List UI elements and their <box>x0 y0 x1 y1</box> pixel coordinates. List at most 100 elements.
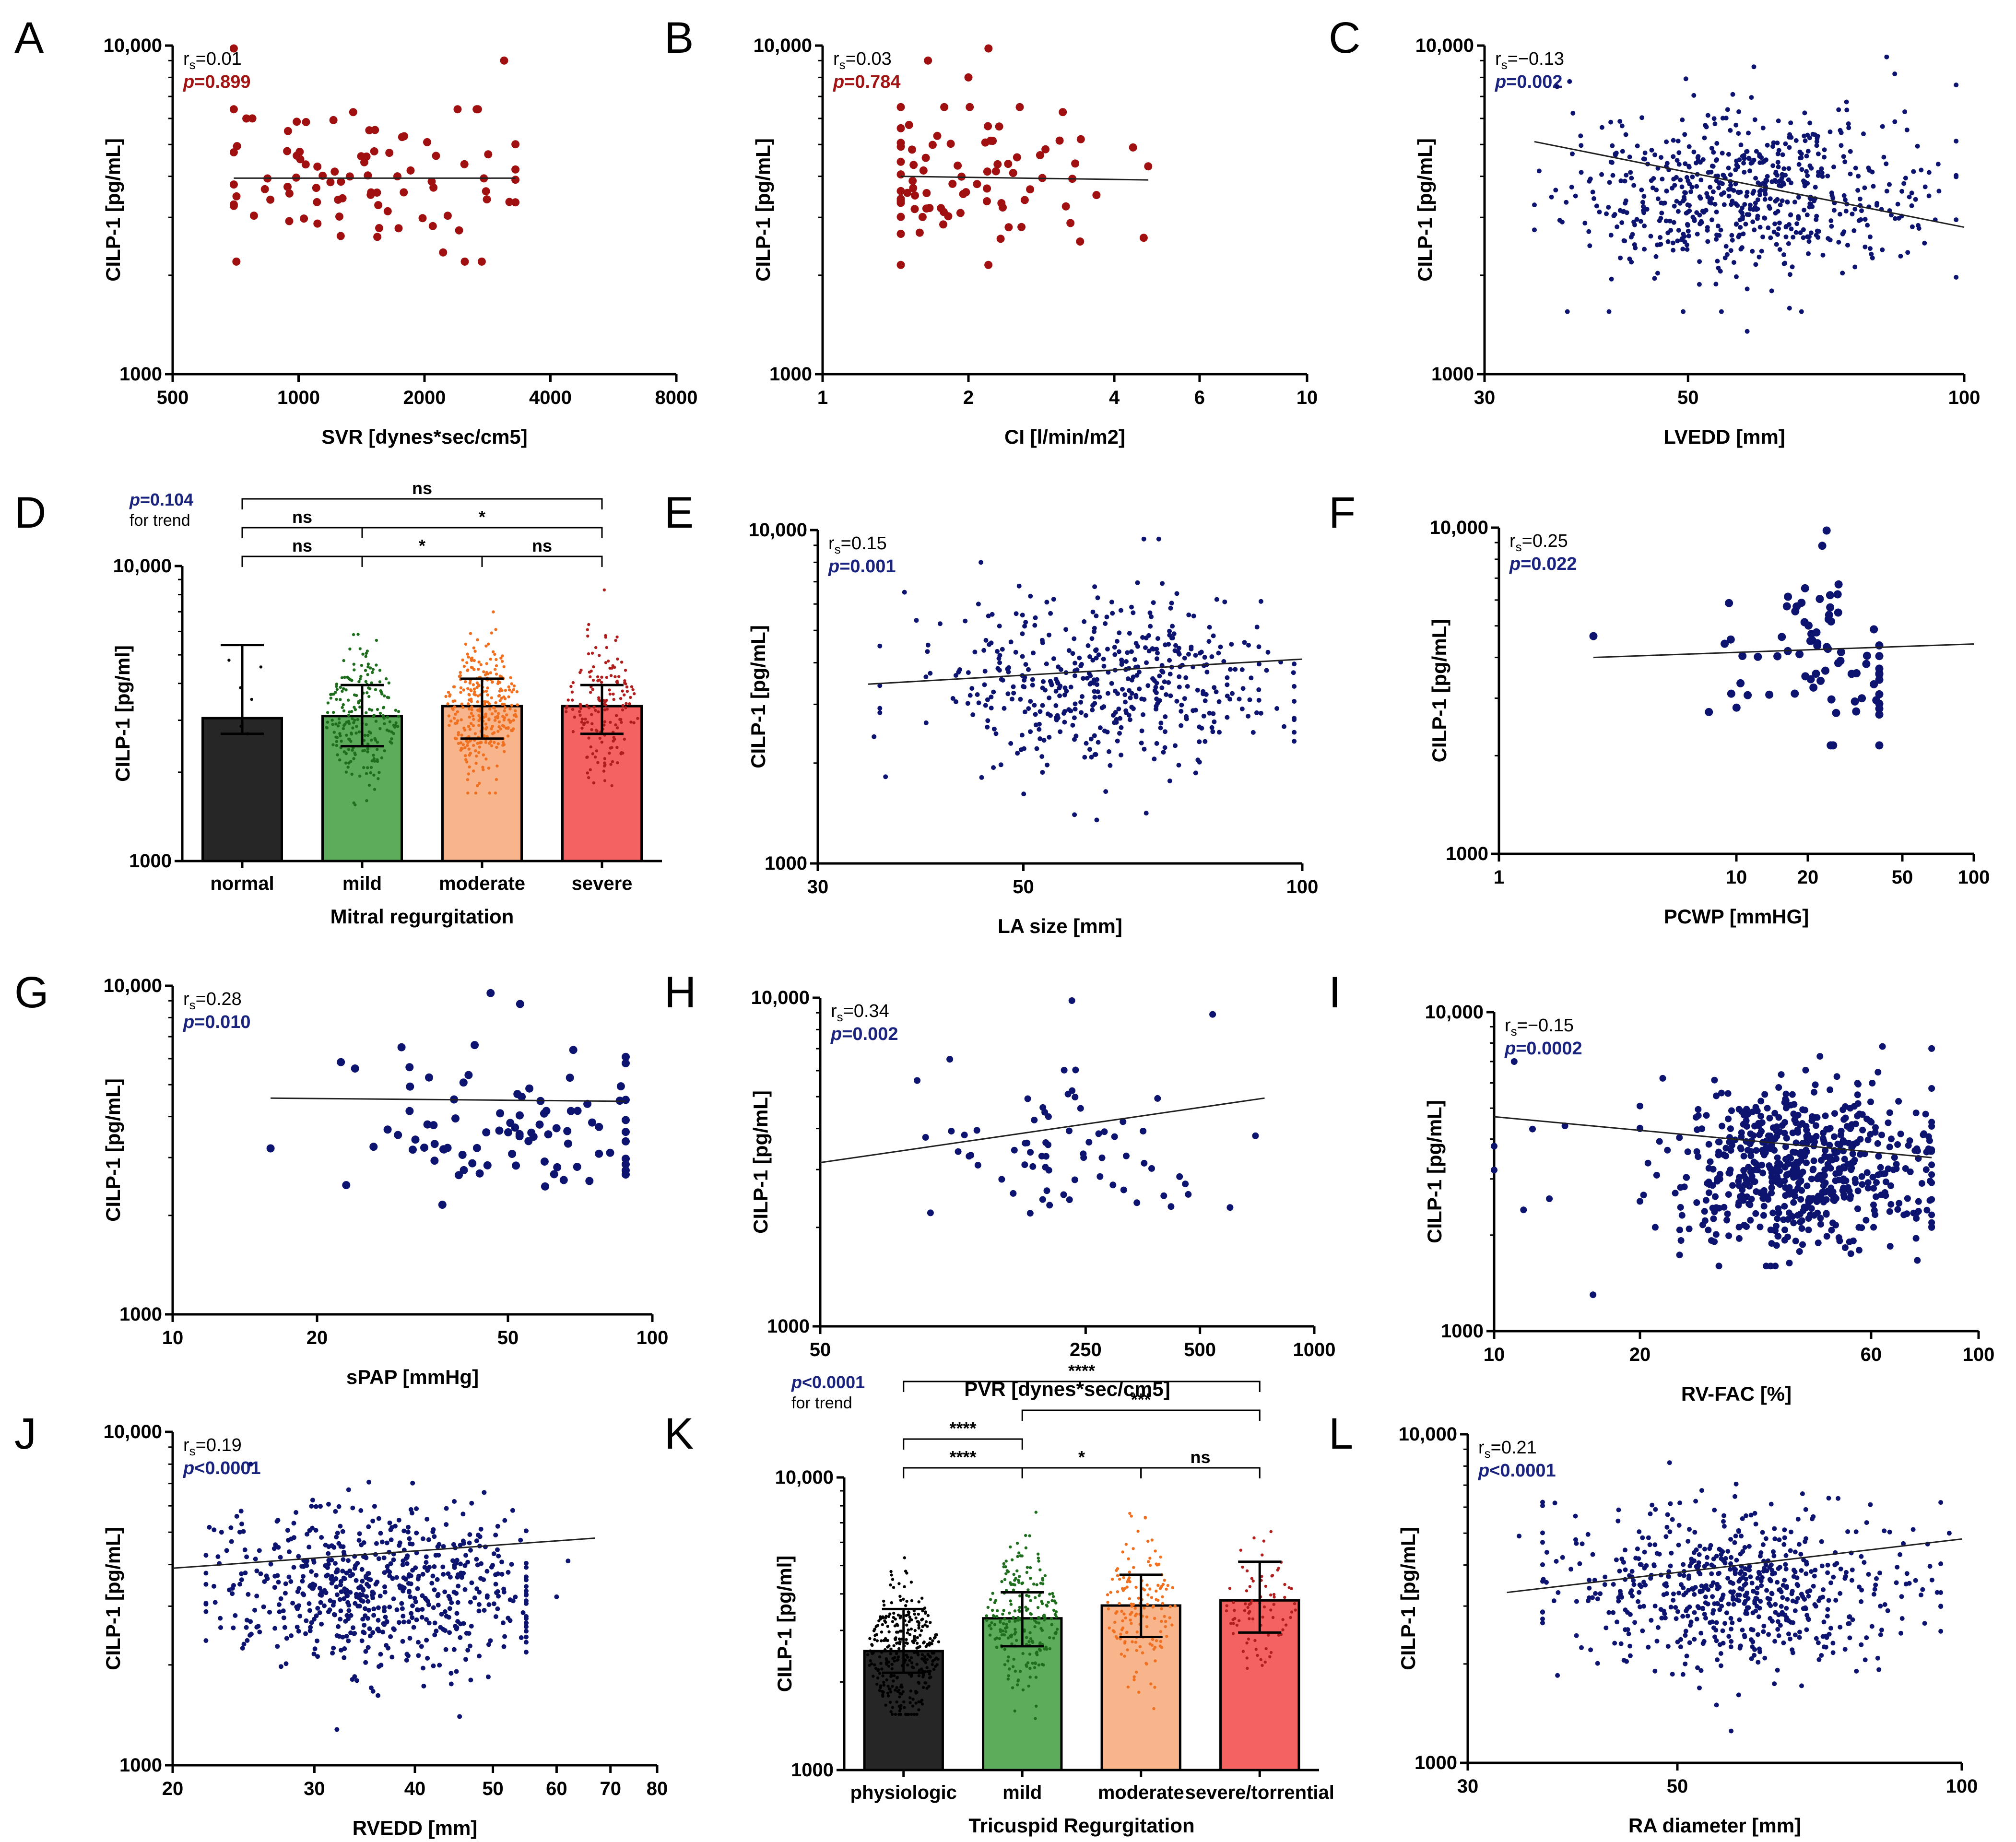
data-point <box>295 148 304 156</box>
data-point <box>444 1522 449 1527</box>
data-point <box>464 754 467 757</box>
data-point <box>1033 1666 1037 1669</box>
data-point <box>620 661 624 664</box>
data-point <box>518 1537 523 1543</box>
data-point <box>1694 160 1698 165</box>
data-point <box>929 1637 932 1641</box>
data-point <box>272 1585 277 1590</box>
data-point <box>1776 1128 1783 1135</box>
data-point <box>1742 1582 1747 1588</box>
data-point <box>323 1563 328 1568</box>
data-point <box>1185 684 1190 689</box>
data-point <box>1163 729 1167 734</box>
data-point <box>352 757 355 760</box>
data-point <box>1753 1147 1760 1154</box>
data-point <box>914 1077 921 1084</box>
data-point <box>1018 1575 1021 1578</box>
data-point <box>454 1591 459 1596</box>
data-point <box>375 224 383 232</box>
data-point <box>866 1653 870 1656</box>
data-point <box>1773 1602 1778 1607</box>
data-point <box>1125 1585 1129 1589</box>
data-point <box>313 162 322 171</box>
y-tick-label: 10,000 <box>1399 1424 1457 1445</box>
data-point <box>1896 1200 1903 1207</box>
data-point <box>297 1614 303 1618</box>
data-point <box>360 1617 365 1622</box>
data-point <box>613 666 616 669</box>
data-point <box>366 733 370 737</box>
data-point <box>1875 710 1884 719</box>
data-point <box>335 213 343 221</box>
data-point <box>1836 1167 1843 1174</box>
data-point <box>380 756 384 760</box>
data-point <box>470 711 473 715</box>
data-point <box>600 741 604 744</box>
data-point <box>287 1549 292 1554</box>
data-point <box>1132 1675 1136 1678</box>
data-point <box>344 1613 350 1618</box>
data-point <box>1742 1571 1747 1577</box>
data-point <box>510 1508 515 1513</box>
data-point <box>878 1655 882 1659</box>
data-point <box>1761 1623 1767 1629</box>
data-point <box>1901 181 1907 186</box>
data-point <box>995 122 1003 131</box>
data-point <box>1570 111 1576 116</box>
data-point <box>1159 1640 1163 1643</box>
data-point <box>1703 123 1708 128</box>
data-point <box>1630 232 1635 237</box>
data-point <box>892 1611 896 1615</box>
data-point <box>1732 703 1741 712</box>
data-point <box>1713 282 1719 287</box>
data-point <box>603 700 607 704</box>
data-point <box>520 1610 526 1615</box>
data-point <box>1850 212 1855 217</box>
data-point <box>207 1524 212 1530</box>
data-point <box>1073 673 1077 678</box>
data-point <box>1717 233 1722 238</box>
data-point <box>482 1608 487 1613</box>
data-point <box>358 677 362 681</box>
data-point <box>1070 722 1075 728</box>
data-point <box>990 1608 994 1612</box>
data-point <box>1729 233 1734 238</box>
data-point <box>432 1564 437 1569</box>
data-point <box>423 138 431 146</box>
data-point <box>399 1601 404 1606</box>
data-point <box>1672 203 1677 209</box>
data-point <box>1005 1623 1008 1626</box>
data-point <box>405 1529 411 1535</box>
data-point <box>1809 683 1818 692</box>
data-point <box>899 1599 903 1602</box>
data-point <box>514 715 518 718</box>
data-point <box>1640 200 1645 205</box>
data-point <box>374 720 378 723</box>
data-point <box>385 728 389 732</box>
data-point <box>1009 1603 1013 1606</box>
data-point <box>1838 1127 1845 1134</box>
data-point <box>1805 173 1810 178</box>
data-point <box>494 628 497 631</box>
data-point <box>1740 1167 1747 1174</box>
data-point <box>1796 216 1801 221</box>
data-point <box>1928 1161 1935 1169</box>
data-point <box>1814 1114 1821 1121</box>
data-point <box>1021 684 1026 689</box>
data-point <box>1799 1106 1806 1113</box>
data-point <box>872 1651 875 1655</box>
data-point <box>1010 1633 1014 1637</box>
data-point <box>376 708 379 711</box>
data-point <box>1127 631 1132 636</box>
data-point <box>1757 160 1763 165</box>
data-point <box>1056 1628 1059 1631</box>
data-point <box>344 770 348 774</box>
data-point <box>1786 1188 1793 1195</box>
data-point <box>896 260 905 269</box>
data-point <box>369 766 373 769</box>
data-point <box>337 1058 345 1066</box>
data-point <box>887 1660 891 1664</box>
data-point <box>400 1606 405 1611</box>
